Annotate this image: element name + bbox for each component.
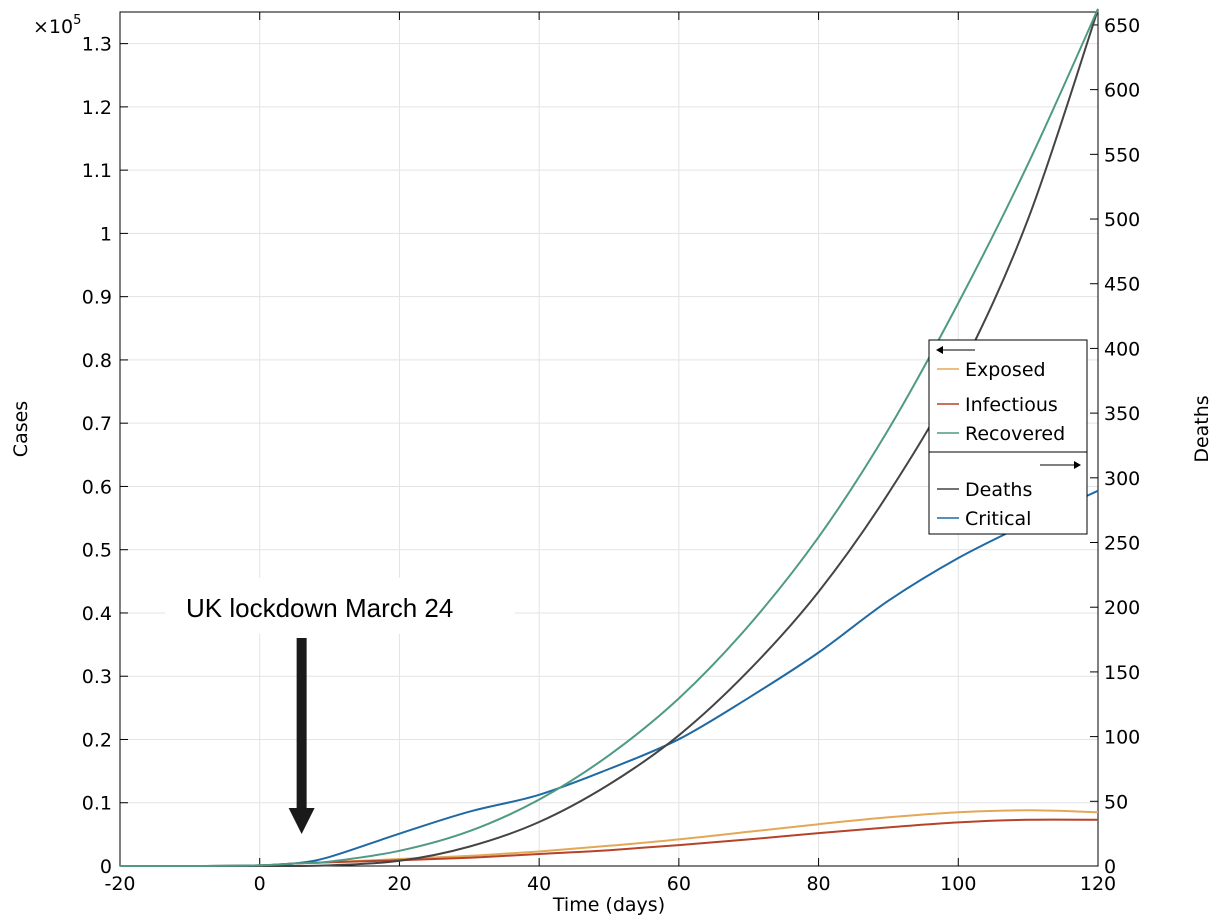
y-axis-right-title: Deaths (1191, 395, 1213, 462)
y-right-tick-label: 350 (1104, 403, 1140, 425)
y-left-tick-label: 0.5 (82, 540, 112, 562)
legend: Exposed Infectious Recovered Deaths Critical (928, 339, 1088, 535)
x-tick-label: 100 (940, 873, 976, 895)
y-right-tick-label: 200 (1104, 597, 1140, 619)
grid (119, 12, 1099, 867)
legend-label-recovered: Recovered (965, 423, 1065, 445)
x-tick-label: -20 (104, 873, 135, 895)
legend-box (928, 339, 1088, 535)
y-left-tick-label: 1.1 (82, 160, 112, 182)
y-left-tick-label: 0.8 (82, 350, 112, 372)
series-line-exposed (119, 809, 1099, 868)
legend-label-infectious: Infectious (965, 394, 1058, 416)
annotation-text: UK lockdown March 24 (186, 593, 453, 623)
y-right-tick-label: 500 (1104, 209, 1140, 231)
y-axis-multiplier-exponent: 5 (73, 13, 81, 28)
y-left-tick-label: 1 (100, 223, 112, 245)
y-left-tick-label: 1.2 (82, 97, 112, 119)
y-right-tick-label: 450 (1104, 274, 1140, 296)
legend-right-axis-arrow-head (1074, 461, 1081, 469)
y-left-tick-label: 0.7 (82, 413, 112, 435)
y-right-tick-label: 400 (1104, 338, 1140, 360)
x-tick-label: 80 (806, 873, 830, 895)
series-layer (119, 8, 1099, 868)
y-right-tick-label: 0 (1104, 856, 1116, 878)
x-tick-label: 60 (667, 873, 691, 895)
annotation-background (165, 578, 515, 634)
y-right-tick-label: 100 (1104, 727, 1140, 749)
legend-label-deaths: Deaths (965, 479, 1032, 501)
y-left-tick-label: 0.6 (82, 476, 112, 498)
legend-label-exposed: Exposed (965, 359, 1046, 381)
x-axis-title: Time (days) (552, 894, 665, 916)
annotation: UK lockdown March 24 (165, 578, 515, 834)
y-right-tick-label: 550 (1104, 144, 1140, 166)
y-left-tick-label: 0.1 (82, 793, 112, 815)
y-left-tick-label: 0.3 (82, 666, 112, 688)
series-line-critical (119, 489, 1099, 868)
y-right-tick-label: 250 (1104, 533, 1140, 555)
y-left-tick-label: 0.2 (82, 729, 112, 751)
y-left-tick-label: 0 (100, 856, 112, 878)
y-axis-left-title: Cases (10, 401, 32, 457)
y-right-tick-label: 150 (1104, 662, 1140, 684)
y-right-tick-label: 300 (1104, 468, 1140, 490)
legend-left-axis-arrow-head (936, 346, 943, 354)
annotation-arrow-shaft (296, 638, 307, 810)
y-left-tick-label: 1.3 (82, 34, 112, 56)
series-line-recovered (119, 8, 1099, 868)
y-left-tick-label: 0.9 (82, 287, 112, 309)
ticks: -20 0 20 40 60 80 100 12000.10.20.30.40.50.60.7… (82, 12, 1140, 895)
y-right-tick-label: 600 (1104, 80, 1140, 102)
x-tick-label: 120 (1080, 873, 1116, 895)
y-axis-multiplier-base: ×10 (33, 16, 73, 38)
legend-items: Exposed Infectious Recovered Deaths Critical (929, 346, 1087, 530)
x-tick-label: 0 (254, 873, 266, 895)
x-tick-label: 20 (387, 873, 411, 895)
legend-label-critical: Critical (965, 508, 1031, 530)
y-axis-multiplier: ×105 (33, 13, 81, 38)
y-left-tick-label: 0.4 (82, 603, 112, 625)
annotation-arrow-head (288, 808, 315, 834)
series-line-infectious (119, 818, 1099, 868)
x-tick-label: 40 (527, 873, 551, 895)
y-right-tick-label: 50 (1104, 791, 1128, 813)
plot-frame (119, 11, 1099, 867)
y-right-tick-label: 650 (1104, 15, 1140, 37)
